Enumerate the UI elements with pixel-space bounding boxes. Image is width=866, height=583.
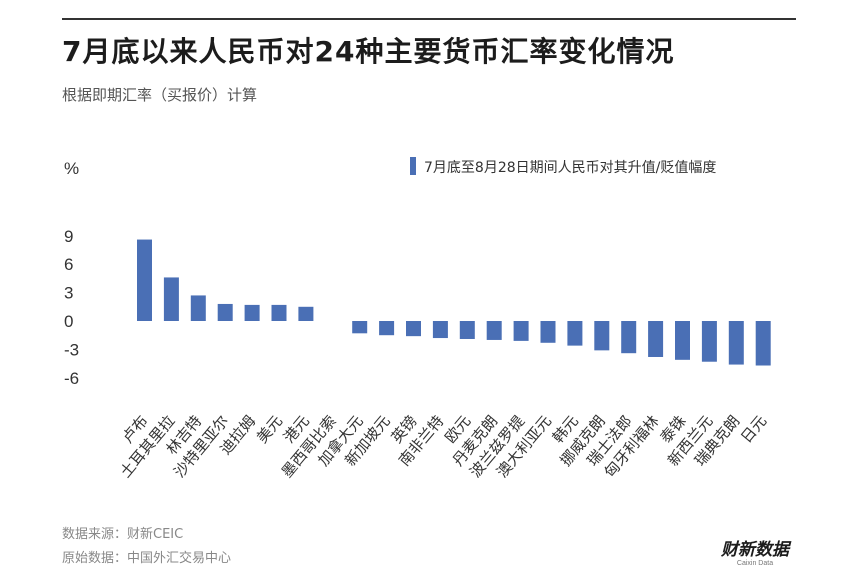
- bar: [486, 321, 502, 340]
- bar: [271, 304, 287, 321]
- legend: 7月底至8月28日期间人民币对其升值/贬值幅度: [410, 157, 716, 176]
- category-label: 日元: [737, 412, 770, 447]
- category-label: 美元: [253, 412, 286, 447]
- bar-series: [137, 239, 771, 366]
- chart-title: 7月底以来人民币对24种主要货币汇率变化情况: [62, 35, 675, 68]
- y-axis-unit: %: [64, 159, 79, 178]
- bar: [406, 321, 421, 337]
- y-tick-label: 9: [64, 227, 73, 246]
- bar: [190, 295, 206, 321]
- data-source: 数据来源：财新CEIC: [62, 527, 184, 542]
- bar: [513, 321, 529, 341]
- bar: [432, 321, 448, 339]
- y-axis-ticks: 9 6 3 0 -3 -6: [64, 227, 79, 388]
- bar-chart: % 9 6 3 0 -3 -6 卢布土耳其里拉林吉特沙特里亚尔迪拉姆美元港元墨西哥比索加拿…: [64, 157, 771, 481]
- brand-logo: 财新数据 Caixin Data: [707, 535, 803, 567]
- bar: [728, 321, 744, 365]
- y-tick-label: 0: [64, 312, 73, 331]
- raw-data-source: 原始数据：中国外汇交易中心: [62, 551, 232, 566]
- y-tick-label: 6: [64, 255, 73, 274]
- bar: [675, 321, 690, 360]
- brand-sub: Caixin Data: [736, 560, 774, 567]
- chart-subtitle: 根据即期汇率（买报价）计算: [62, 86, 258, 104]
- x-axis-labels: 卢布土耳其里拉林吉特沙特里亚尔迪拉姆美元港元墨西哥比索加拿大元新加坡元英镑南非兰…: [116, 412, 770, 481]
- bar: [352, 321, 368, 334]
- bar: [379, 321, 395, 336]
- bar: [244, 304, 260, 321]
- bar: [701, 321, 717, 362]
- bar: [298, 306, 314, 321]
- bar: [648, 321, 664, 357]
- bar: [594, 321, 610, 351]
- y-tick-label: -6: [64, 369, 79, 388]
- bar: [217, 303, 233, 321]
- bar: [163, 277, 179, 321]
- legend-label: 7月底至8月28日期间人民币对其升值/贬值幅度: [424, 160, 716, 176]
- y-tick-label: 3: [64, 284, 73, 303]
- bar: [567, 321, 583, 346]
- legend-swatch: [410, 157, 416, 175]
- bar: [540, 321, 556, 343]
- bar: [459, 321, 475, 339]
- top-rule: [62, 18, 796, 20]
- bar: [621, 321, 637, 354]
- bar: [137, 239, 152, 321]
- y-tick-label: -3: [64, 340, 79, 359]
- bar: [755, 321, 771, 366]
- brand-name: 财新数据: [721, 540, 789, 560]
